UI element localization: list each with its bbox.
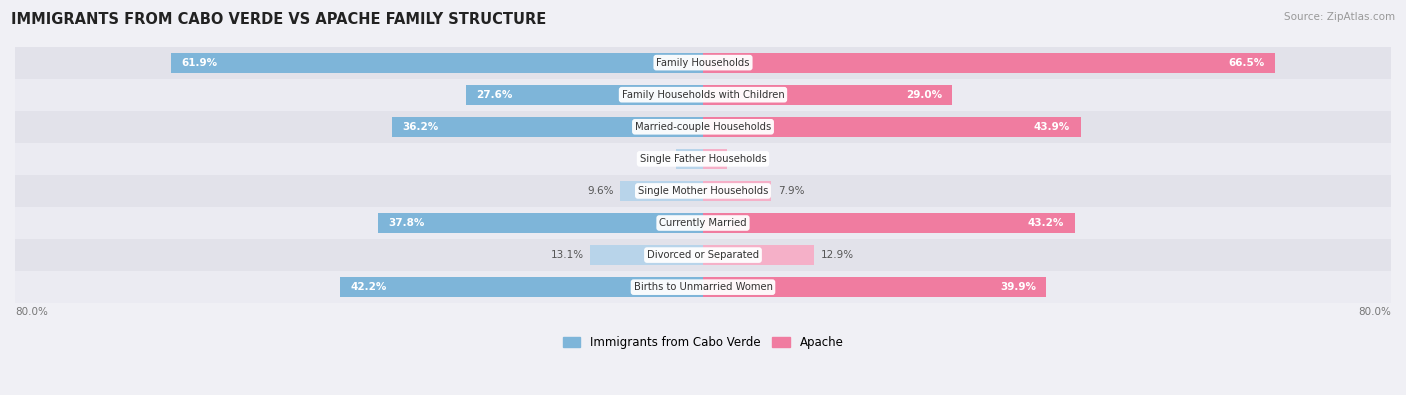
Text: 36.2%: 36.2%	[402, 122, 439, 132]
Bar	[703, 213, 1074, 233]
Text: 29.0%: 29.0%	[905, 90, 942, 100]
Bar	[15, 239, 1391, 271]
Text: 42.2%: 42.2%	[350, 282, 387, 292]
Text: 37.8%: 37.8%	[388, 218, 425, 228]
Bar	[15, 175, 1391, 207]
Bar	[15, 47, 1391, 79]
Bar	[170, 53, 703, 73]
Text: Single Father Households: Single Father Households	[640, 154, 766, 164]
Text: Family Households: Family Households	[657, 58, 749, 68]
Text: 39.9%: 39.9%	[1000, 282, 1036, 292]
Text: Source: ZipAtlas.com: Source: ZipAtlas.com	[1284, 12, 1395, 22]
Bar	[703, 245, 814, 265]
Bar	[703, 85, 952, 105]
Text: Divorced or Separated: Divorced or Separated	[647, 250, 759, 260]
Text: 61.9%: 61.9%	[181, 58, 217, 68]
Text: 27.6%: 27.6%	[477, 90, 512, 100]
Text: Births to Unmarried Women: Births to Unmarried Women	[634, 282, 772, 292]
Text: Single Mother Households: Single Mother Households	[638, 186, 768, 196]
Bar	[465, 85, 703, 105]
Text: IMMIGRANTS FROM CABO VERDE VS APACHE FAMILY STRUCTURE: IMMIGRANTS FROM CABO VERDE VS APACHE FAM…	[11, 12, 547, 27]
Legend: Immigrants from Cabo Verde, Apache: Immigrants from Cabo Verde, Apache	[558, 331, 848, 354]
Bar	[15, 79, 1391, 111]
Bar	[15, 143, 1391, 175]
Text: 80.0%: 80.0%	[15, 307, 48, 317]
Bar	[340, 277, 703, 297]
Bar	[15, 271, 1391, 303]
Bar	[703, 277, 1046, 297]
Bar	[378, 213, 703, 233]
Bar	[703, 53, 1275, 73]
Text: 2.8%: 2.8%	[734, 154, 761, 164]
Text: 9.6%: 9.6%	[588, 186, 613, 196]
Bar	[620, 181, 703, 201]
Bar	[703, 149, 727, 169]
Bar	[703, 117, 1081, 137]
Text: 43.9%: 43.9%	[1033, 122, 1070, 132]
Text: 66.5%: 66.5%	[1229, 58, 1264, 68]
Text: Currently Married: Currently Married	[659, 218, 747, 228]
Text: Family Households with Children: Family Households with Children	[621, 90, 785, 100]
Bar	[15, 111, 1391, 143]
Bar	[676, 149, 703, 169]
Bar	[392, 117, 703, 137]
Bar	[591, 245, 703, 265]
Text: 80.0%: 80.0%	[1358, 307, 1391, 317]
Text: 12.9%: 12.9%	[821, 250, 853, 260]
Bar	[703, 181, 770, 201]
Text: 3.1%: 3.1%	[643, 154, 669, 164]
Text: 13.1%: 13.1%	[550, 250, 583, 260]
Text: 43.2%: 43.2%	[1028, 218, 1064, 228]
Text: Married-couple Households: Married-couple Households	[636, 122, 770, 132]
Text: 7.9%: 7.9%	[778, 186, 804, 196]
Bar	[15, 207, 1391, 239]
